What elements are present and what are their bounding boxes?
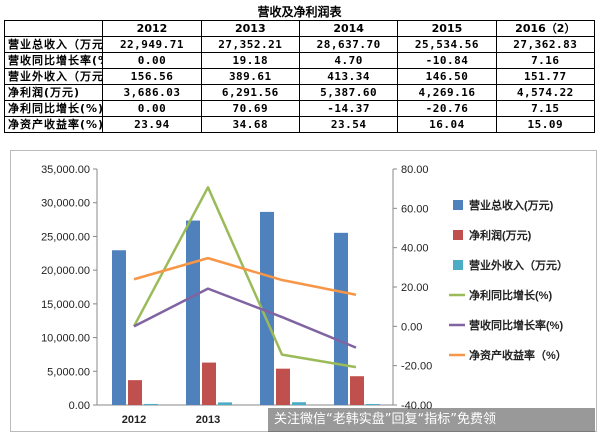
right-tick-label: 20.00	[401, 282, 429, 294]
table-cell: 156.56	[102, 68, 202, 85]
legend-swatch	[453, 200, 463, 210]
table-cell: -10.84	[397, 52, 497, 69]
table-cell: 16.04	[397, 116, 497, 133]
chart-svg: 0.00 5,000.00 10,000.00 15,000.00 20,000.00 2…	[41, 164, 568, 426]
table-cell: 22,949.71	[102, 36, 202, 53]
left-tick-label: 15,000.00	[41, 299, 90, 311]
table-header-2015: 2015	[397, 20, 497, 37]
row-label: 营业外收入（万元）	[3, 68, 104, 85]
table-row: 净资产收益率(%) 23.94 34.68 23.54 16.04 15.09	[3, 116, 596, 133]
table-cell: 0.00	[102, 100, 202, 117]
table-cell: 3,686.03	[102, 84, 202, 101]
bar	[260, 211, 274, 405]
combo-chart: 0.00 5,000.00 10,000.00 15,000.00 20,000.00 2…	[10, 150, 597, 432]
bar	[202, 362, 216, 405]
table-cell: 25,534.56	[397, 36, 497, 53]
table-header-2016: 2016（2）	[495, 20, 596, 37]
table-row: 净利同比增长(%) 0.00 70.69 -14.37 -20.76 7.15	[3, 100, 596, 117]
left-tick-label: 25,000.00	[41, 231, 90, 243]
table-cell: 27,362.83	[495, 36, 596, 53]
series-line	[133, 256, 357, 297]
table-cell: 4.70	[298, 52, 399, 69]
row-label: 净资产收益率(%)	[3, 116, 104, 133]
row-label: 营业总收入（万元）	[3, 36, 104, 53]
bar	[276, 368, 290, 405]
legend-label: 净利同比增长(%)	[469, 288, 552, 302]
table-cell: 23.94	[102, 116, 202, 133]
table-cell: 28,637.70	[298, 36, 399, 53]
left-tick-label: 20,000.00	[41, 265, 90, 277]
table-cell: 5,387.60	[298, 84, 399, 101]
x-tick-label: 2013	[196, 414, 220, 426]
bar	[128, 380, 142, 405]
legend-label: 净利润(万元)	[469, 228, 532, 242]
legend-label: 营收同比增长率(%)	[469, 318, 563, 332]
table-cell: 0.00	[102, 52, 202, 69]
legend-swatch	[453, 230, 463, 240]
table-cell: -20.76	[397, 100, 497, 117]
table-cell: 4,269.16	[397, 84, 497, 101]
bar	[112, 250, 126, 405]
bar	[334, 232, 348, 405]
left-tick-label: 0.00	[69, 400, 90, 412]
table-header-2014: 2014	[298, 20, 399, 37]
bar	[366, 404, 380, 405]
table-row: 净利润(万元) 3,686.03 6,291.56 5,387.60 4,269.16 4…	[3, 84, 596, 101]
bar	[350, 376, 364, 405]
row-label: 净利润(万元)	[3, 84, 104, 101]
legend-label: 净资产收益率（%）	[469, 348, 567, 362]
right-tick-label: 80.00	[401, 164, 429, 176]
table-cell: 34.68	[200, 116, 300, 133]
table-cell: 151.77	[495, 68, 596, 85]
series-line	[133, 287, 357, 349]
left-tick-label: 30,000.00	[41, 198, 90, 210]
series-line	[132, 186, 357, 369]
bar	[292, 402, 306, 405]
bar	[144, 403, 158, 405]
table-cell: 15.09	[495, 116, 596, 133]
table-row: 营业总收入（万元）22,949.7127,352.2128,637.7025,5…	[3, 36, 596, 53]
table-cell: 23.54	[298, 116, 399, 133]
left-tick-label: 10,000.00	[41, 333, 90, 345]
right-tick-label: -20.00	[401, 361, 432, 373]
table-cell: 7.16	[495, 52, 596, 69]
table-cell: 6,291.56	[200, 84, 300, 101]
watermark-banner: 关注微信“老韩实盘”回复“指标”免费领	[268, 408, 595, 432]
right-tick-label: 40.00	[401, 243, 429, 255]
table-cell: 146.50	[397, 68, 497, 85]
right-tick-label: 0.00	[401, 321, 422, 333]
revenue-profit-table: 营收及净利润表 2012 2013 2014 2015 2016（2） 营业总收…	[3, 4, 596, 133]
table-cell: 70.69	[200, 100, 300, 117]
table-cell: 7.15	[495, 100, 596, 117]
legend-swatch	[453, 260, 463, 270]
table-title: 营收及净利润表	[257, 5, 342, 19]
table-cell: 19.18	[200, 52, 300, 69]
table-cell: -14.37	[298, 100, 399, 117]
table-cell: 27,352.21	[200, 36, 300, 53]
bar	[186, 220, 200, 405]
left-tick-label: 5,000.00	[47, 366, 90, 378]
row-label: 营收同比增长率(%)	[3, 52, 104, 69]
table-cell: 4,574.22	[495, 84, 596, 101]
table-header-row: 2012 2013 2014 2015 2016（2）	[3, 20, 596, 37]
bar	[218, 402, 232, 405]
x-tick-label: 2012	[122, 414, 146, 426]
table-header-corner	[3, 20, 104, 37]
legend-label: 营业外收入（万元）	[469, 258, 568, 272]
table-header-2012: 2012	[102, 20, 202, 37]
table-cell: 413.34	[298, 68, 399, 85]
table-cell: 389.61	[200, 68, 300, 85]
left-tick-label: 35,000.00	[41, 164, 90, 176]
table-header-2013: 2013	[200, 20, 300, 37]
row-label: 净利同比增长(%)	[3, 100, 104, 117]
legend-label: 营业总收入(万元)	[469, 198, 554, 212]
right-tick-label: 60.00	[401, 203, 429, 215]
